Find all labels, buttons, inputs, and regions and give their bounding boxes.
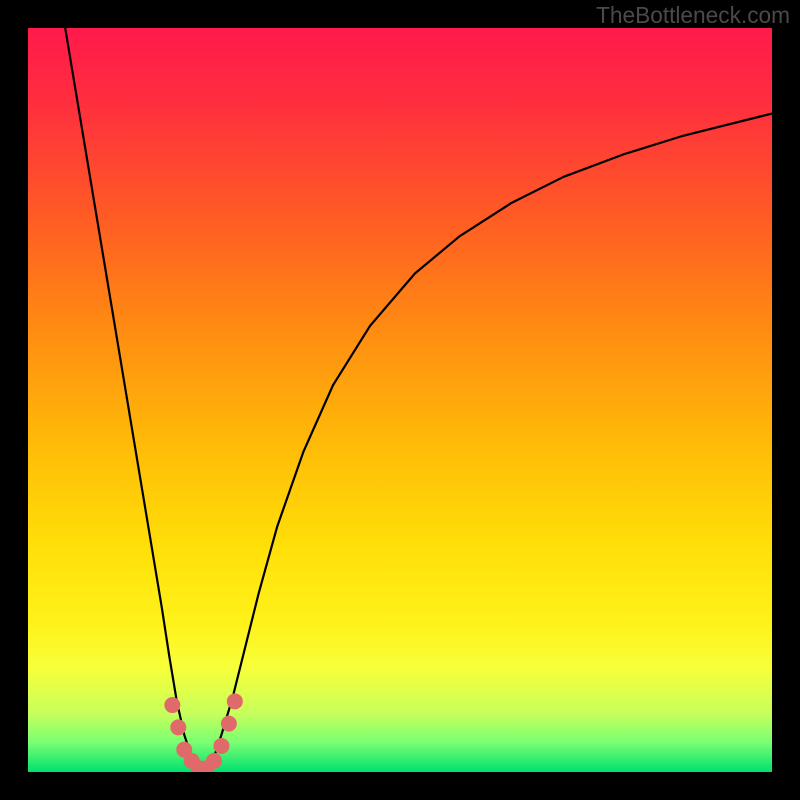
highlight-dot [164,697,180,713]
watermark-text: TheBottleneck.com [596,2,790,29]
highlight-dot [213,738,229,754]
highlight-dot [227,693,243,709]
highlight-dot [170,719,186,735]
chart-background-gradient [28,28,772,772]
bottleneck-curve-chart [0,0,800,800]
highlight-dot [221,716,237,732]
chart-frame: TheBottleneck.com [0,0,800,800]
highlight-dot [206,753,222,769]
